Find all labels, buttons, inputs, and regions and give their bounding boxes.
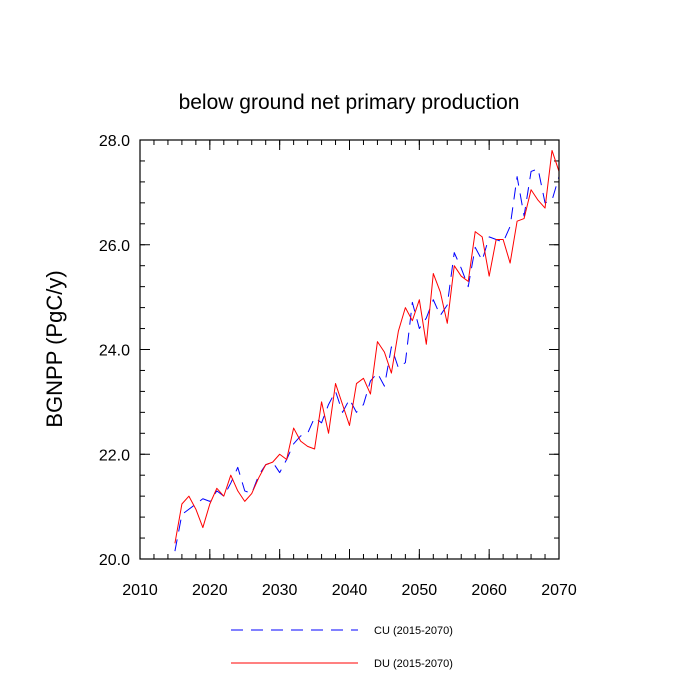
x-tick-label: 2050 [402, 582, 438, 599]
x-tick-label: 2020 [192, 582, 228, 599]
y-tick-labels: 20.0 22.0 24.0 26.0 28.0 [99, 133, 130, 569]
legend-label-cu: CU (2015-2070) [374, 625, 453, 637]
y-tick-label: 26.0 [99, 238, 130, 255]
x-tick-label: 2070 [541, 582, 577, 599]
x-tick-label: 2010 [122, 582, 158, 599]
y-tick-label: 20.0 [99, 552, 130, 569]
x-tick-labels: 2010 2020 2030 2040 2050 2060 2070 [122, 582, 577, 599]
axis-ticks [139, 139, 560, 560]
plot-frame [139, 139, 560, 560]
series-lines [174, 149, 560, 552]
series-line-du [174, 149, 560, 544]
legend-label-du: DU (2015-2070) [374, 658, 453, 670]
series-line-cu [174, 168, 560, 552]
y-tick-label: 28.0 [99, 133, 130, 150]
legend: CU (2015-2070) DU (2015-2070) [231, 625, 453, 670]
x-tick-label: 2060 [471, 582, 507, 599]
y-tick-label: 22.0 [99, 447, 130, 464]
x-tick-label: 2040 [332, 582, 368, 599]
x-tick-label: 2030 [262, 582, 298, 599]
chart-title: below ground net primary production [179, 91, 520, 114]
y-tick-label: 24.0 [99, 343, 130, 360]
y-axis-label: BGNPP (PgC/y) [42, 270, 67, 427]
